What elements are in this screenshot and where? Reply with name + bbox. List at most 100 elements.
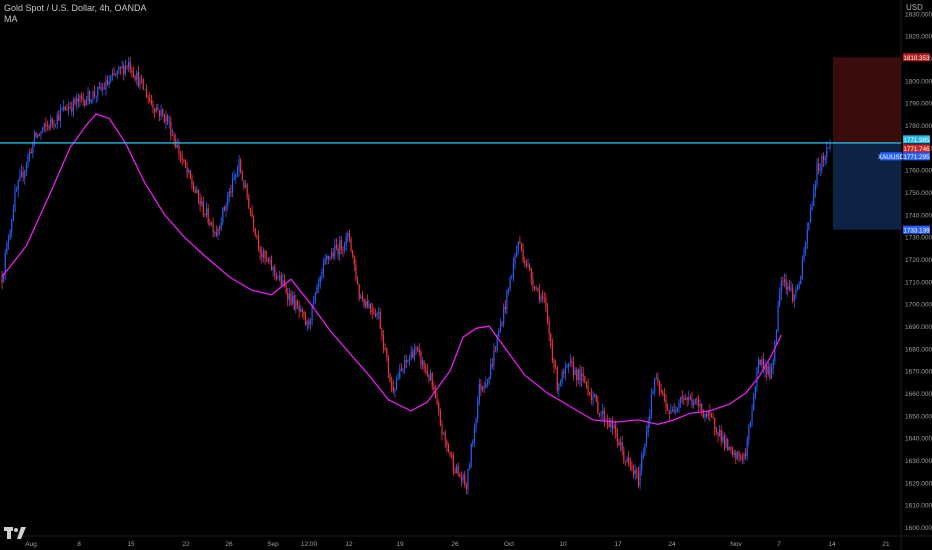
candle (462, 472, 464, 484)
candle (352, 249, 354, 259)
candle (66, 104, 68, 111)
candle (262, 247, 264, 263)
candle (186, 161, 188, 179)
candle-body (243, 180, 245, 188)
candle-body (178, 145, 180, 155)
candle (162, 108, 164, 118)
candle (558, 382, 560, 397)
candle (673, 403, 675, 414)
candle (33, 130, 36, 147)
candle-body (290, 293, 292, 304)
candle (757, 357, 760, 375)
candle (214, 230, 216, 238)
price-tag-label: 1771.295 (903, 154, 930, 161)
candle-body (202, 201, 204, 215)
candle (309, 318, 312, 331)
price-tag-bg (903, 53, 930, 62)
candle-body (402, 368, 404, 371)
candle-body (283, 280, 286, 286)
candle-body (116, 70, 118, 75)
candle-body (712, 417, 714, 419)
candle-body (746, 440, 748, 457)
x-tick-label: 7 (777, 541, 781, 548)
candle (279, 270, 281, 282)
candle-body (498, 330, 500, 337)
candle (152, 100, 154, 114)
candle-body (430, 373, 432, 381)
candle (7, 234, 10, 251)
candle (506, 289, 508, 315)
candle (611, 416, 614, 435)
price-tag-bg (903, 135, 930, 144)
y-tick-label: 1800.000 (905, 78, 932, 85)
candle-body (139, 78, 141, 87)
candle-body (671, 409, 674, 411)
candle-body (829, 144, 831, 148)
candle (568, 363, 570, 374)
candle (795, 285, 797, 300)
candle-body (798, 284, 800, 289)
y-tick-label: 1750.000 (905, 190, 932, 197)
candle-body (145, 89, 148, 98)
candle (241, 169, 243, 181)
candle (486, 379, 489, 388)
candle-body (201, 201, 203, 206)
candle-body (809, 209, 812, 223)
candle-body (439, 411, 441, 425)
candle-body (132, 72, 135, 77)
candle-body (813, 190, 815, 206)
candle-body (72, 98, 75, 112)
candle-body (348, 233, 351, 239)
indicator-legend[interactable]: MA (4, 14, 18, 24)
candle-body (730, 446, 732, 450)
candle-body (733, 452, 735, 455)
candle (438, 400, 440, 417)
candle (37, 133, 39, 139)
candle (53, 119, 55, 130)
candle-body (389, 373, 391, 382)
candle-body (684, 397, 687, 401)
candle-body (350, 238, 352, 251)
candle (228, 187, 230, 203)
candle-body (170, 121, 172, 136)
candle-body (488, 376, 490, 384)
candle-body (40, 131, 42, 135)
candle-body (261, 253, 263, 258)
candle-body (796, 288, 799, 290)
candle (25, 161, 27, 177)
candle-body (436, 398, 438, 404)
candle-body (680, 396, 682, 403)
candle-body (748, 426, 750, 441)
candle-body (118, 66, 120, 71)
candle-body (217, 229, 219, 236)
candle-body (618, 441, 620, 446)
y-tick-label: 1790.000 (905, 101, 932, 108)
candle-body (144, 89, 146, 91)
candle (652, 389, 654, 395)
candle (235, 173, 237, 184)
candle-body (58, 114, 60, 121)
candle-body (585, 382, 588, 385)
chart-title: Gold Spot / U.S. Dollar, 4h, OANDA (4, 3, 147, 13)
candle (621, 436, 623, 456)
candle (371, 302, 373, 320)
candle (137, 65, 139, 88)
candle-body (576, 369, 578, 380)
candle-body (555, 366, 557, 368)
candle-body (106, 80, 109, 85)
candle-body (511, 276, 513, 278)
candle-body (556, 367, 558, 391)
candle-body (660, 390, 662, 393)
candle-body (756, 368, 758, 387)
candle-body (53, 123, 55, 125)
candle (548, 315, 550, 342)
candle (417, 346, 419, 353)
candle (56, 111, 58, 130)
candle (387, 354, 389, 379)
candle (788, 279, 790, 292)
candle (399, 363, 401, 380)
candle-body (69, 107, 71, 108)
candle-body (519, 242, 521, 243)
candle-body (681, 396, 683, 399)
